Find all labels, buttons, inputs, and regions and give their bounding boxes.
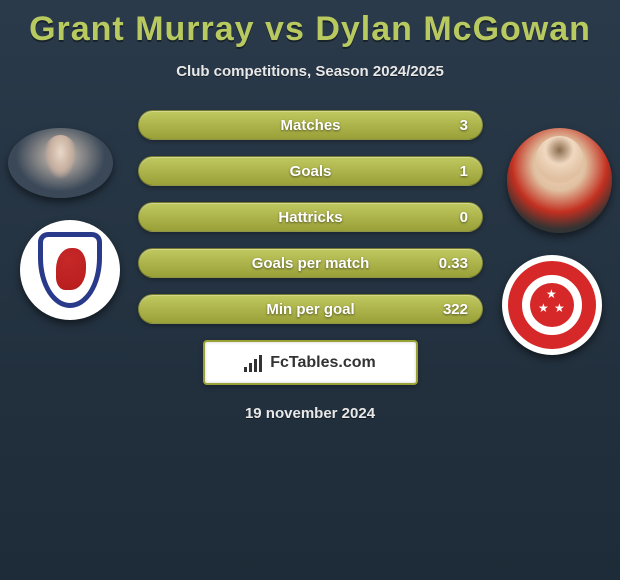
stat-row-goals-per-match: Goals per match 0.33 bbox=[138, 248, 483, 278]
vs-text: vs bbox=[265, 10, 305, 48]
stat-label: Min per goal bbox=[266, 301, 354, 318]
comparison-content: ★ ★ ★ Matches 3 Goals 1 Hattricks 0 Goal… bbox=[0, 110, 620, 422]
branding-box: FcTables.com bbox=[203, 340, 418, 385]
stat-label: Goals bbox=[290, 163, 332, 180]
stat-value-right: 322 bbox=[443, 301, 468, 318]
player2-club-badge: ★ ★ ★ bbox=[502, 255, 602, 355]
stat-label: Goals per match bbox=[252, 255, 370, 272]
stat-label: Hattricks bbox=[278, 209, 342, 226]
bar-chart-icon bbox=[244, 354, 264, 372]
page-title: Grant Murray vs Dylan McGowan bbox=[0, 0, 620, 49]
stat-value-right: 3 bbox=[460, 117, 468, 134]
stat-row-goals: Goals 1 bbox=[138, 156, 483, 186]
stat-value-right: 0.33 bbox=[439, 255, 468, 272]
subtitle: Club competitions, Season 2024/2025 bbox=[0, 63, 620, 80]
stats-bars: Matches 3 Goals 1 Hattricks 0 Goals per … bbox=[138, 110, 483, 324]
stat-row-hattricks: Hattricks 0 bbox=[138, 202, 483, 232]
player1-name: Grant Murray bbox=[29, 10, 255, 48]
player2-avatar bbox=[507, 128, 612, 233]
stat-value-right: 0 bbox=[460, 209, 468, 226]
player1-club-badge bbox=[20, 220, 120, 320]
stat-value-right: 1 bbox=[460, 163, 468, 180]
stat-label: Matches bbox=[280, 117, 340, 134]
player1-avatar bbox=[8, 128, 113, 198]
player2-name: Dylan McGowan bbox=[315, 10, 591, 48]
stat-row-min-per-goal: Min per goal 322 bbox=[138, 294, 483, 324]
date-text: 19 november 2024 bbox=[0, 405, 620, 422]
stat-row-matches: Matches 3 bbox=[138, 110, 483, 140]
branding-text: FcTables.com bbox=[270, 354, 376, 372]
